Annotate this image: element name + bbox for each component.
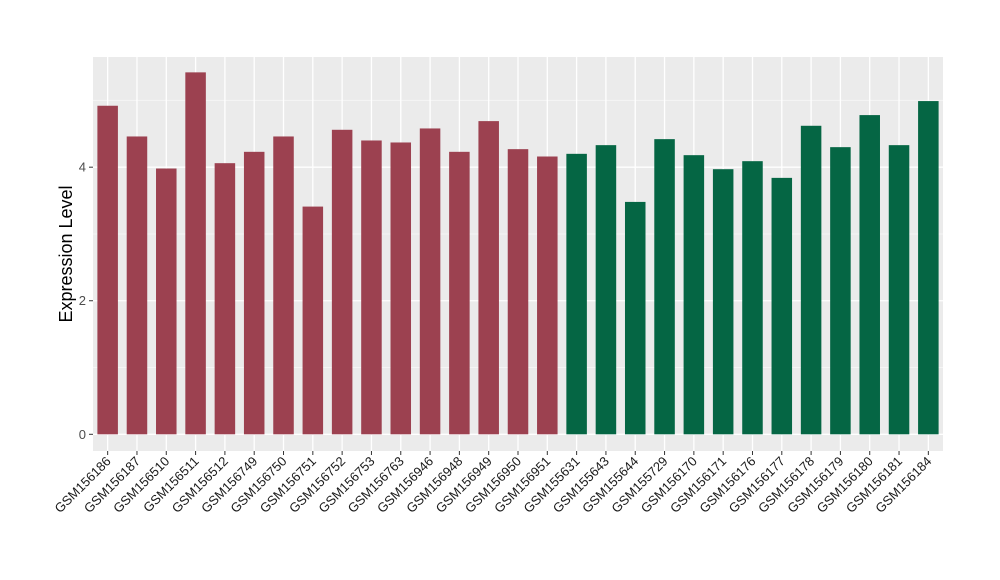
y-axis: 0 2 4 [79, 160, 93, 442]
bar-GSM156181 [888, 145, 910, 435]
y-tick-label: 4 [79, 160, 86, 175]
bar-GSM156184 [918, 101, 939, 435]
bar-GSM156948 [449, 151, 470, 435]
bar-GSM156179 [830, 147, 851, 435]
bar-GSM155643 [595, 145, 617, 435]
bar-GSM156510 [156, 168, 177, 435]
x-axis: GSM156186GSM156187GSM156510GSM156511GSM1… [52, 451, 934, 516]
bar-GSM156186 [97, 105, 118, 435]
bar-GSM156177 [771, 177, 793, 435]
bar-GSM156749 [243, 151, 265, 435]
bar-GSM155644 [624, 201, 646, 435]
bar-GSM156946 [419, 128, 441, 435]
bar-GSM156511 [185, 72, 206, 435]
bar-GSM156950 [507, 149, 529, 435]
bar-GSM156512 [214, 163, 236, 435]
bars [97, 72, 939, 435]
y-axis-title: Expression Level [56, 185, 76, 322]
bar-GSM155631 [566, 153, 587, 435]
bar-GSM156178 [800, 125, 822, 435]
bar-GSM156763 [390, 142, 412, 435]
bar-GSM156180 [859, 115, 880, 435]
y-tick-label: 2 [79, 293, 86, 308]
bar-GSM156753 [361, 140, 382, 435]
bar-GSM156170 [683, 155, 705, 435]
bar-GSM156752 [331, 129, 353, 435]
bar-GSM156951 [537, 156, 558, 435]
bar-GSM156171 [712, 169, 734, 435]
bar-GSM156751 [302, 206, 324, 435]
bar-GSM155729 [654, 139, 675, 435]
bar-GSM156187 [126, 136, 148, 435]
bar-GSM156750 [273, 136, 294, 435]
bar-GSM156949 [478, 121, 499, 435]
bar-GSM156176 [742, 161, 763, 435]
y-tick-label: 0 [79, 427, 86, 442]
